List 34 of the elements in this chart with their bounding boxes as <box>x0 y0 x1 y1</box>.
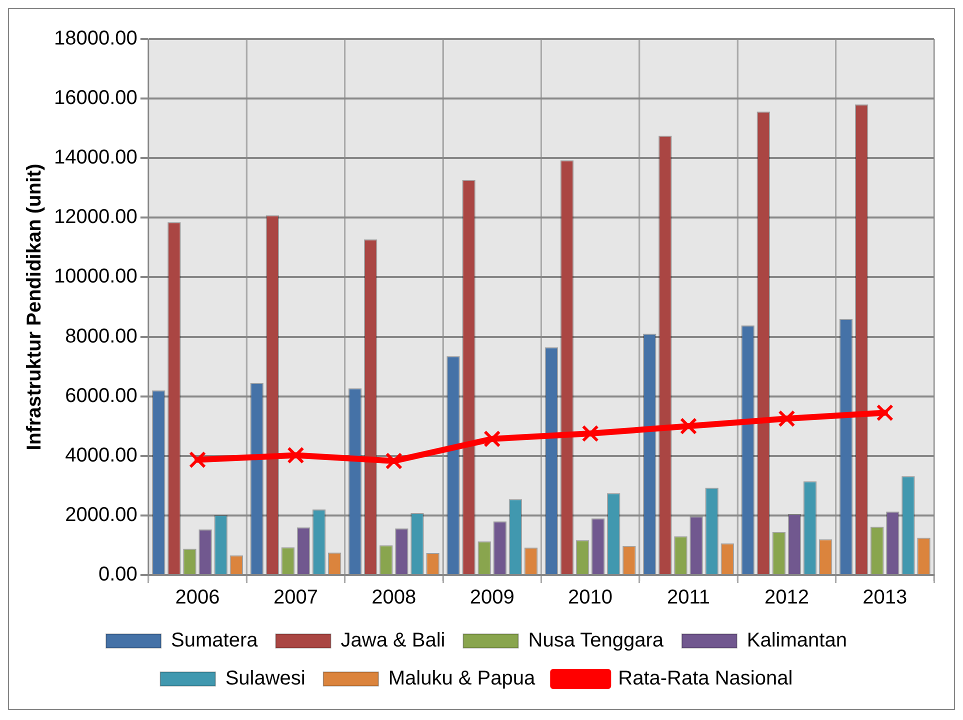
legend-label: Nusa Tenggara <box>528 630 664 652</box>
y-tick-label: 16000.00 <box>54 87 138 110</box>
x-tick-label: 2013 <box>862 586 908 609</box>
y-tick-label: 14000.00 <box>54 146 138 169</box>
y-tick-label: 2000.00 <box>65 504 138 526</box>
x-tick-label: 2011 <box>667 586 710 609</box>
y-axis-title: Infrastruktur Pendidikan (unit) <box>24 164 46 450</box>
point <box>385 452 402 470</box>
x-tick-label: 2012 <box>764 586 809 609</box>
point <box>287 446 304 464</box>
x-tick-label: 2009 <box>470 586 514 609</box>
x-tick-label: 2008 <box>372 586 416 609</box>
x-tick-label: 2006 <box>175 586 220 609</box>
y-tick-label: 10000.00 <box>54 266 138 288</box>
point <box>680 418 698 435</box>
y-tick-label: 6000.00 <box>65 384 138 407</box>
y-tick-label: 8000.00 <box>65 325 138 348</box>
legend-label: Sumatera <box>171 630 259 652</box>
y-tick-label: 18000.00 <box>54 28 138 50</box>
legend-label: Kalimantan <box>746 630 847 652</box>
y-tick-label: 4000.00 <box>65 444 138 466</box>
legend-label: Maluku & Papua <box>388 668 536 690</box>
point <box>876 404 894 422</box>
legend-label: Sulawesi <box>225 668 306 690</box>
point <box>188 451 206 468</box>
point <box>484 430 501 448</box>
x-tick-label: 2010 <box>568 586 613 609</box>
y-tick-label: 12000.00 <box>54 206 138 228</box>
legend-label: Rata-Rata Nasional <box>618 668 793 690</box>
x-tick-label: 2007 <box>273 586 318 609</box>
point <box>582 424 599 442</box>
point <box>778 410 796 428</box>
y-tick-label: 0.00 <box>98 564 138 586</box>
legend-label: Jawa & Bali <box>340 630 446 652</box>
